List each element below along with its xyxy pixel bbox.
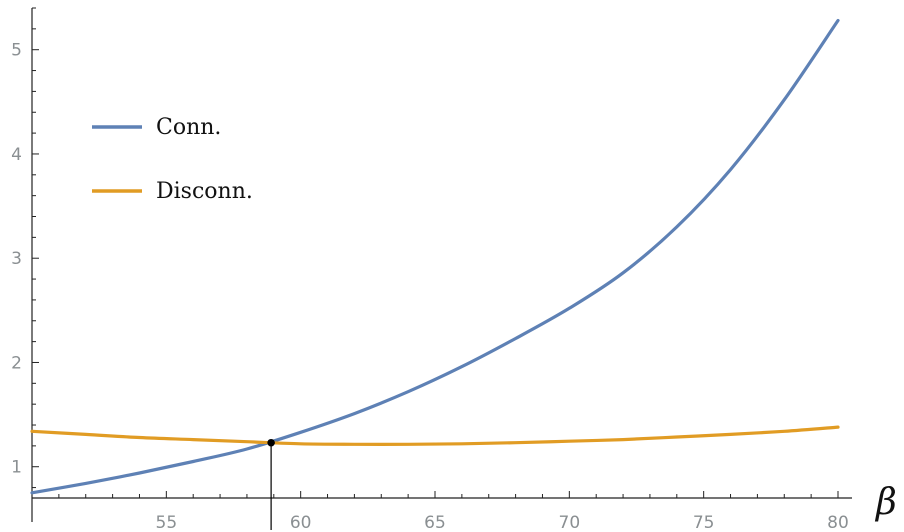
legend-label-0: Conn.	[156, 115, 221, 140]
y-tick-label: 1	[11, 458, 22, 478]
x-tick-label: 55	[156, 513, 178, 532]
x-axis-title: β	[874, 482, 897, 523]
marker-layer	[267, 438, 275, 530]
y-tick-label: 2	[11, 353, 22, 373]
y-tick-label: 5	[11, 41, 22, 61]
x-tick-label: 80	[827, 513, 849, 532]
series-layer	[30, 18, 840, 495]
x-tick-label: 65	[424, 513, 446, 532]
x-tick-label: 60	[290, 513, 312, 532]
legend: Conn. Disconn.	[92, 115, 253, 204]
ticks: 55 60 65 70 75 80 1 2 3 4 5	[11, 7, 849, 532]
y-tick-label: 3	[11, 249, 22, 269]
legend-label-1: Disconn.	[156, 179, 253, 204]
x-tick-label: 75	[693, 513, 715, 532]
series-line-0	[30, 18, 840, 495]
x-tick-label: 70	[559, 513, 581, 532]
y-tick-label: 4	[11, 145, 22, 165]
axes	[31, 8, 852, 522]
series-line-1	[30, 425, 840, 446]
intersection-point	[267, 438, 275, 447]
